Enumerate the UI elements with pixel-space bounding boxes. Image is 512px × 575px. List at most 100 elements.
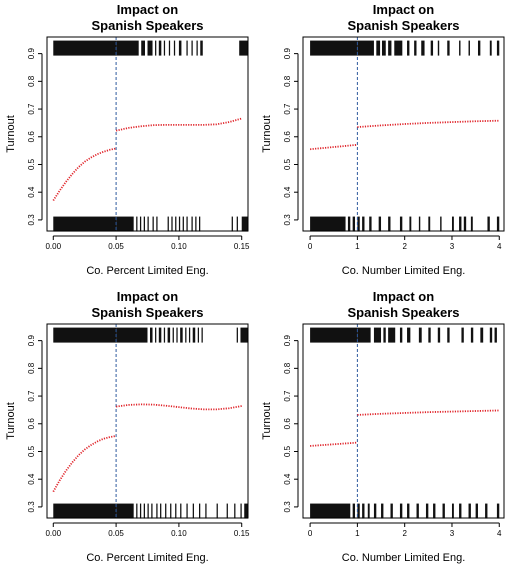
x-tick-label: 1 xyxy=(355,529,360,538)
rug-bottom-mark xyxy=(440,216,442,232)
chart-title-line: Impact on xyxy=(117,2,178,17)
rug-top-mark xyxy=(147,40,153,56)
fit-curve-left xyxy=(52,435,117,493)
rug-bottom-mark xyxy=(352,216,356,232)
rug-bottom-mark xyxy=(136,216,138,232)
rug-bottom-mark xyxy=(175,216,177,232)
y-tick-label: 0.3 xyxy=(27,214,36,226)
rug-bottom-mark xyxy=(496,216,500,232)
y-tick-label: 0.7 xyxy=(283,103,292,115)
rug-top-mark xyxy=(172,327,174,343)
rug-top-mark xyxy=(357,40,374,56)
rug-bottom-mark xyxy=(147,503,149,519)
chart-title-line: Impact on xyxy=(373,289,434,304)
fit-curve-right xyxy=(115,403,242,411)
rug-bottom-mark xyxy=(468,503,471,519)
rug-bottom-mark xyxy=(170,503,172,519)
y-axis-title: Turnout xyxy=(261,402,273,440)
rug-bottom-mark xyxy=(139,216,142,232)
rug-bottom-mark xyxy=(241,216,248,232)
rug-bottom-mark xyxy=(143,216,145,232)
chart-title-line: Impact on xyxy=(373,2,434,17)
rug-top-mark xyxy=(116,40,139,56)
rug-bottom-mark xyxy=(180,503,182,519)
rug-bottom-mark xyxy=(53,216,117,232)
rug-bottom-mark xyxy=(226,503,228,519)
rug-top-mark xyxy=(399,327,403,343)
rug-bottom-mark xyxy=(407,503,410,519)
rug-bottom-mark xyxy=(199,216,201,232)
y-axis-title: Turnout xyxy=(261,115,273,153)
plot-frame xyxy=(46,36,249,232)
x-tick-label: 0.10 xyxy=(171,242,187,251)
rug-bottom-mark xyxy=(409,216,412,232)
rug-bottom-mark xyxy=(191,216,193,232)
y-tick-label: 0.3 xyxy=(283,214,292,226)
rug-bottom-mark xyxy=(116,216,134,232)
y-tick-label: 0.8 xyxy=(283,75,292,87)
y-axis-title: Turnout xyxy=(5,402,17,440)
y-tick-label: 0.6 xyxy=(283,131,292,143)
x-tick-label: 0.10 xyxy=(171,529,187,538)
rug-bottom-mark xyxy=(310,216,346,232)
rug-top-mark xyxy=(421,40,425,56)
x-tick-label: 3 xyxy=(450,529,455,538)
y-tick-label: 0.7 xyxy=(27,390,36,402)
rug-top-mark xyxy=(155,40,157,56)
rug-top-mark xyxy=(178,40,182,56)
rug-top-mark xyxy=(176,327,178,343)
rug-bottom-mark xyxy=(496,503,500,519)
x-tick-label: 0.15 xyxy=(234,529,250,538)
rug-top-mark xyxy=(168,40,171,56)
rug-bottom-mark xyxy=(175,503,177,519)
rug-top-mark xyxy=(173,40,176,56)
rug-bottom-mark xyxy=(378,216,382,232)
fit-curve-right xyxy=(357,119,500,128)
rug-bottom-mark xyxy=(186,503,188,519)
rug-top-mark xyxy=(470,327,474,343)
y-tick-label: 0.9 xyxy=(27,335,36,347)
rug-top-mark xyxy=(53,327,117,343)
y-tick-label: 0.7 xyxy=(283,390,292,402)
y-tick-label: 0.6 xyxy=(283,418,292,430)
rug-top-mark xyxy=(196,40,198,56)
rug-bottom-mark xyxy=(416,503,419,519)
x-tick-label: 2 xyxy=(402,242,407,251)
rug-top-mark xyxy=(388,327,396,343)
rug-bottom-mark xyxy=(156,216,158,232)
rug-top-mark xyxy=(141,40,145,56)
y-tick-label: 0.7 xyxy=(27,103,36,115)
x-tick-label: 0.00 xyxy=(45,242,61,251)
x-tick-label: 3 xyxy=(450,242,455,251)
rug-bottom-mark xyxy=(186,216,188,232)
rug-bottom-mark xyxy=(199,503,201,519)
y-tick-label: 0.4 xyxy=(283,186,292,198)
rug-bottom-mark xyxy=(362,503,365,519)
rug-top-mark xyxy=(447,40,450,56)
y-tick-label: 0.4 xyxy=(27,473,36,485)
chart-panel-1: Impact on Spanish Speakers 0.00 0.05 0.10 0.1… xyxy=(0,0,256,287)
rug-bottom-mark xyxy=(428,216,431,232)
rug-bottom-mark xyxy=(171,216,173,232)
rug-bottom-mark xyxy=(231,216,233,232)
rug-bottom-mark xyxy=(234,503,236,519)
x-tick-label: 0.05 xyxy=(108,529,124,538)
rug-top-mark xyxy=(180,327,183,343)
rug-bottom-mark xyxy=(347,216,351,232)
y-tick-label: 0.4 xyxy=(283,473,292,485)
rug-bottom-mark xyxy=(240,503,242,519)
rug-bottom-mark xyxy=(433,503,436,519)
rug-bottom-mark xyxy=(147,216,149,232)
x-tick-label: 4 xyxy=(497,529,502,538)
rug-top-mark xyxy=(201,327,203,343)
rug-top-mark xyxy=(357,327,371,343)
y-tick-label: 0.9 xyxy=(27,48,36,60)
x-tick-label: 0.00 xyxy=(45,529,61,538)
x-tick-label: 2 xyxy=(402,529,407,538)
y-tick-label: 0.3 xyxy=(27,501,36,513)
rug-bottom-mark xyxy=(178,216,181,232)
rug-top-mark xyxy=(310,327,358,343)
